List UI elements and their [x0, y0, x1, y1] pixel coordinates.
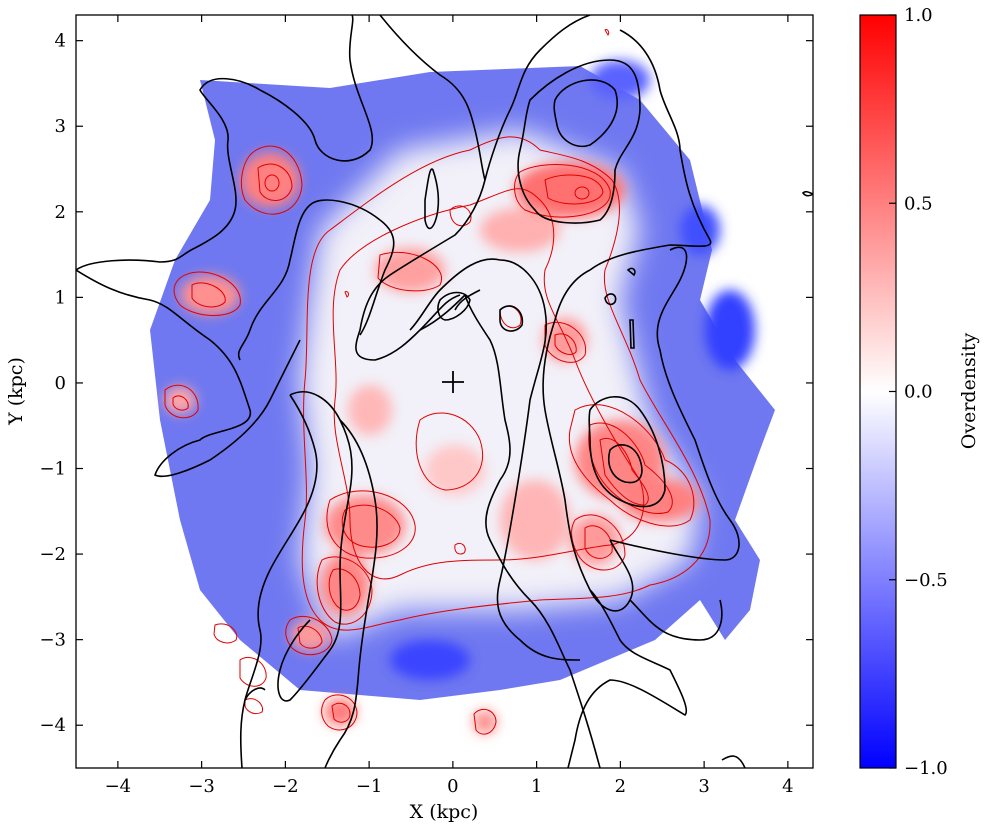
y-axis-ticks: −4 −3 −2 −1 0 1 2 3 4: [39, 31, 813, 736]
x-axis-label: X (kpc): [410, 801, 479, 823]
colorbar-tick-label: −0.5: [904, 570, 948, 591]
y-tick-label: −2: [39, 544, 66, 565]
x-tick-label: 0: [447, 776, 458, 797]
y-tick-label: 2: [55, 202, 66, 223]
x-tick-label: −4: [105, 776, 132, 797]
x-tick-label: 3: [698, 776, 709, 797]
y-tick-label: 3: [55, 116, 66, 137]
colorbar-tick-label: 0.0: [904, 382, 933, 403]
y-tick-label: −4: [39, 715, 66, 736]
x-tick-label: −2: [272, 776, 299, 797]
y-tick-label: 4: [55, 31, 66, 52]
y-tick-label: −1: [39, 459, 66, 480]
x-tick-label: −3: [188, 776, 215, 797]
x-tick-label: −1: [356, 776, 383, 797]
x-tick-label: 4: [782, 776, 793, 797]
colorbar-tick-label: −1.0: [904, 758, 948, 779]
plot-frame: [75, 14, 814, 769]
blue-deeper-patches: [390, 60, 755, 680]
overdense-patches: [164, 152, 700, 734]
colorbar-tick-label: 0.5: [904, 193, 933, 214]
y-axis-label: Y (kpc): [5, 357, 27, 426]
x-tick-label: 1: [531, 776, 542, 797]
colorbar-ticks: 1.0 0.5 0.0 −0.5 −1.0: [889, 5, 948, 779]
y-tick-label: 1: [55, 287, 66, 308]
colorbar-tick-label: 1.0: [904, 5, 933, 26]
colorbar-label: Overdensity: [958, 332, 980, 449]
y-tick-label: −3: [39, 630, 66, 651]
y-tick-label: 0: [55, 373, 66, 394]
x-axis-ticks: −4 −3 −2 −1 0 1 2 3 4: [105, 15, 794, 797]
x-tick-label: 2: [615, 776, 626, 797]
origin-marker: [442, 371, 464, 393]
red-contours: [164, 29, 711, 735]
black-contours: [76, 15, 813, 768]
